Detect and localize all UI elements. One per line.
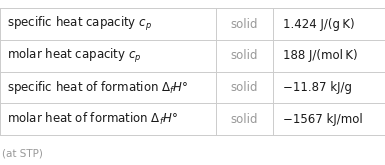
Text: molar heat capacity $c_p$: molar heat capacity $c_p$: [7, 47, 141, 65]
Text: specific heat capacity $c_p$: specific heat capacity $c_p$: [7, 15, 152, 33]
Text: solid: solid: [231, 18, 258, 31]
Text: −1567 kJ/mol: −1567 kJ/mol: [283, 113, 363, 126]
Text: molar heat of formation $\Delta_f H°$: molar heat of formation $\Delta_f H°$: [7, 111, 178, 127]
Text: solid: solid: [231, 49, 258, 62]
Text: −11.87 kJ/g: −11.87 kJ/g: [283, 81, 352, 94]
Text: 188 J/(mol K): 188 J/(mol K): [283, 49, 358, 62]
Text: specific heat of formation $\Delta_f H°$: specific heat of formation $\Delta_f H°$: [7, 79, 188, 96]
Text: solid: solid: [231, 113, 258, 126]
Text: solid: solid: [231, 81, 258, 94]
Text: 1.424 J/(g K): 1.424 J/(g K): [283, 18, 355, 31]
Text: (at STP): (at STP): [2, 148, 43, 158]
